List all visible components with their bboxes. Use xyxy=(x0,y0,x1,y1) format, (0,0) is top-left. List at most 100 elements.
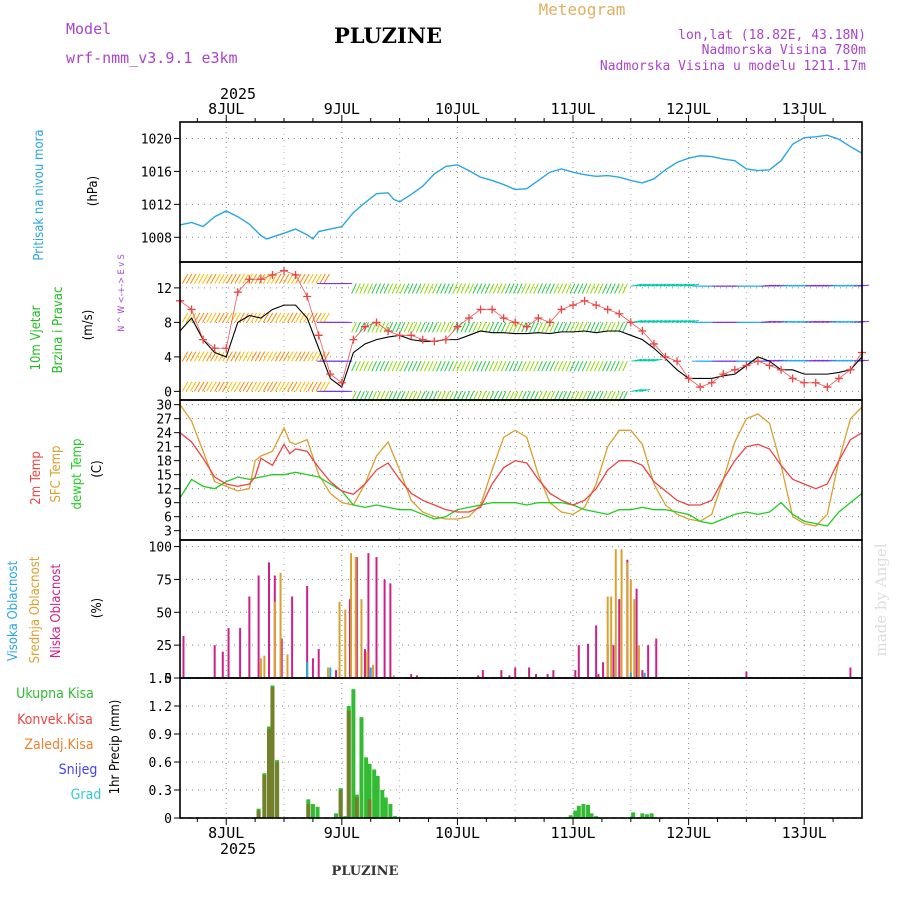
wind-vector xyxy=(553,360,560,372)
wind-vector xyxy=(383,360,390,372)
wind-vector xyxy=(635,358,647,362)
wind-vector xyxy=(618,283,624,294)
total-precip-bar xyxy=(334,813,339,818)
wind-vector xyxy=(671,283,683,287)
total-precip-bar xyxy=(589,813,594,818)
wind-vector xyxy=(655,283,667,287)
cloud-ytick-label: 25 xyxy=(156,639,172,654)
low-cloud-bar xyxy=(849,667,852,677)
wind-ytick-label: 4 xyxy=(164,351,172,366)
wind-gust-marker xyxy=(707,378,716,387)
wind-vector xyxy=(647,319,659,323)
wind-vector xyxy=(553,322,560,333)
wind-ylabels: 10m Vjetar Brzina i Pravac (m/s) N ^ W <… xyxy=(29,254,127,373)
wind-vector xyxy=(480,360,487,372)
wind-vector xyxy=(639,283,651,287)
wind-vector xyxy=(537,360,543,372)
wind-gust-marker xyxy=(846,365,855,374)
wind-vector xyxy=(367,283,373,294)
wind-gust-marker xyxy=(592,301,601,310)
wind-vector xyxy=(274,351,282,362)
wind-vector xyxy=(857,284,869,287)
wind-vector xyxy=(597,360,604,372)
wind-vector xyxy=(206,381,213,392)
wind-vector xyxy=(189,273,197,284)
wind-vector xyxy=(581,360,588,372)
low-cloud-bar xyxy=(268,562,271,677)
low-cloud-bar xyxy=(227,628,230,677)
temperature-ytick-label: 12 xyxy=(156,483,172,498)
wind-vector xyxy=(399,360,406,372)
day-label-bottom: 13JUL xyxy=(782,824,827,842)
wind-gust-marker xyxy=(557,305,566,314)
panels-layer: 1008101210161020048123691215182124273002… xyxy=(141,100,869,842)
x-axis: 8JUL 8JUL 9JUL 9JUL 10JUL 10JUL 11JUL 11JUL 12JU… xyxy=(196,100,834,842)
wind-vector xyxy=(242,381,249,392)
wind-gust-marker xyxy=(522,322,531,331)
low-cloud-bar xyxy=(375,557,378,677)
wind-vector xyxy=(278,351,286,362)
total-precip-bar xyxy=(581,804,586,818)
wind-vector xyxy=(238,381,245,392)
pressure-frame xyxy=(179,121,863,263)
temperature-ytick-label: 27 xyxy=(156,413,172,428)
wind-vector xyxy=(226,381,233,392)
wind-vector xyxy=(194,351,201,362)
wind-gust-marker xyxy=(245,275,254,284)
wind-vector xyxy=(359,322,365,333)
wind-vector xyxy=(295,381,302,392)
year-bottom-label: 2025 xyxy=(220,840,256,858)
wind-vector xyxy=(602,360,608,372)
temperature-ytick-label: 6 xyxy=(164,511,172,526)
wind-vector xyxy=(639,358,651,362)
low-cloud-bar xyxy=(574,670,577,677)
wind-vector xyxy=(529,360,535,372)
wind-vector xyxy=(557,322,564,333)
low-cloud-bar xyxy=(383,579,386,677)
precip-ytick-label: 1.2 xyxy=(149,700,172,715)
wind-gust-marker xyxy=(372,318,381,327)
conv-precip-label: Konvek.Kisa xyxy=(17,712,93,728)
wind-vector xyxy=(537,322,543,333)
cloud-ytick-label: 100 xyxy=(149,541,172,556)
wind-gust-marker xyxy=(730,365,739,374)
precip-frame xyxy=(179,677,863,819)
low-cloud-bar xyxy=(595,625,598,677)
wind-vector xyxy=(283,351,290,362)
day-label-top: 10JUL xyxy=(435,100,480,118)
total-precip-bar xyxy=(364,757,369,818)
wind-vector xyxy=(238,273,245,284)
cloud-ytick-label: 0 xyxy=(164,672,172,687)
wind-vector xyxy=(202,381,209,392)
wind-vector xyxy=(428,322,434,333)
wind-gust-marker xyxy=(326,370,335,379)
wind-vector xyxy=(679,319,691,323)
wind-vector xyxy=(210,273,217,284)
wind-vector xyxy=(440,283,446,294)
wind-vector xyxy=(525,283,531,294)
dewpt-line xyxy=(179,471,863,527)
wind-vector xyxy=(355,283,361,294)
mid-cloud-bar xyxy=(326,667,329,677)
wind-vector xyxy=(387,360,394,372)
wind-vector xyxy=(468,322,475,333)
wind-vector xyxy=(287,351,294,362)
wind-gust-marker xyxy=(777,365,786,374)
wind-vector xyxy=(683,319,695,323)
wind-vector xyxy=(278,312,286,323)
wind-vector xyxy=(606,360,612,372)
wind-vector xyxy=(529,283,535,294)
wind-vector xyxy=(635,319,647,323)
pressure-ytick-label: 1012 xyxy=(141,198,172,213)
wind-vector xyxy=(585,283,592,294)
wind-vector xyxy=(573,360,580,372)
cloud-ytick-label: 50 xyxy=(156,606,172,621)
low-cloud-bar xyxy=(410,674,413,677)
pressure-ylabel: Pritisak na nivou mora xyxy=(32,129,47,260)
wind-vector xyxy=(250,351,258,362)
wind-vector xyxy=(411,283,418,294)
wind-vector xyxy=(262,381,270,392)
wind-vector xyxy=(299,351,306,362)
mid-cloud-bar xyxy=(606,596,609,677)
wind-vector xyxy=(355,322,361,333)
